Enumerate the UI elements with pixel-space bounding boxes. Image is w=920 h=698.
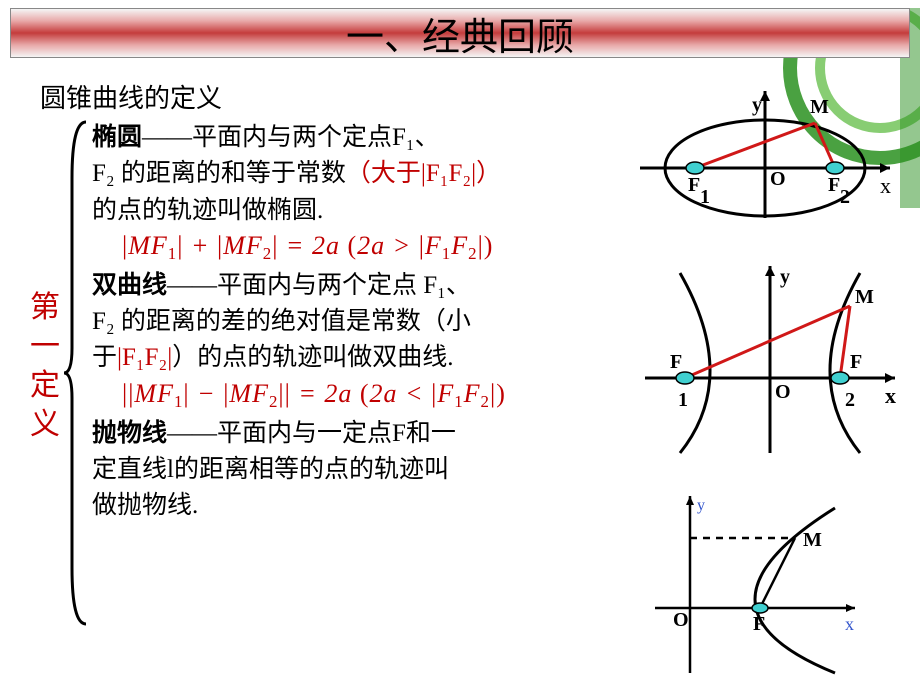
svg-text:1: 1 [700,186,710,208]
svg-text:x: x [880,173,891,198]
svg-text:2: 2 [840,186,850,208]
parabola-diagram: y x O M F [645,488,865,678]
ellipse-definition: 椭圆——平面内与两个定点F₁、 F₂ 的距离的和等于常数（大于|F₁F₂|） 的… [92,120,612,264]
svg-text:F: F [670,351,682,373]
content-area: 椭圆——平面内与两个定点F₁、 F₂ 的距离的和等于常数（大于|F₁F₂|） 的… [92,120,612,526]
svg-text:x: x [885,383,896,408]
svg-text:F: F [850,351,862,373]
ellipse-diagram: y x O M F 1 F 2 [640,83,900,223]
svg-text:O: O [673,609,689,631]
ellipse-formula: |MF1| + |MF2| = 2a (2a > |F1F2|) [122,231,612,264]
svg-text:x: x [845,614,854,634]
svg-text:M: M [810,96,829,118]
svg-text:F: F [753,613,765,635]
ellipse-name: 椭圆 [92,124,142,151]
svg-text:O: O [775,381,791,403]
hyperbola-formula: ||MF1| − |MF2|| = 2a (2a < |F1F2|) [122,379,612,412]
parabola-name: 抛物线 [92,420,167,447]
svg-text:y: y [752,94,762,116]
svg-text:F: F [828,174,840,196]
svg-text:2: 2 [845,389,855,411]
svg-text:y: y [780,266,790,288]
svg-text:F: F [688,174,700,196]
parabola-definition: 抛物线——平面内与一定点F和一 定直线l的距离相等的点的轨迹叫 做抛物线. [92,416,612,525]
svg-text:O: O [770,168,786,190]
hyperbola-name: 双曲线 [92,272,167,299]
sidebar-label: 第一定义 [30,288,60,444]
subtitle: 圆锥曲线的定义 [40,78,222,115]
page-title: 一、经典回顾 [346,6,574,61]
brace-icon [62,118,90,628]
svg-text:M: M [855,286,874,308]
hyperbola-diagram: y x O M F 1 F 2 [640,258,900,458]
svg-text:1: 1 [678,389,688,411]
hyperbola-definition: 双曲线——平面内与两个定点 F₁、 F₂ 的距离的差的绝对值是常数（小 于|F₁… [92,268,612,412]
title-bar: 一、经典回顾 [10,8,910,58]
svg-text:y: y [697,497,705,514]
svg-text:M: M [803,529,822,551]
